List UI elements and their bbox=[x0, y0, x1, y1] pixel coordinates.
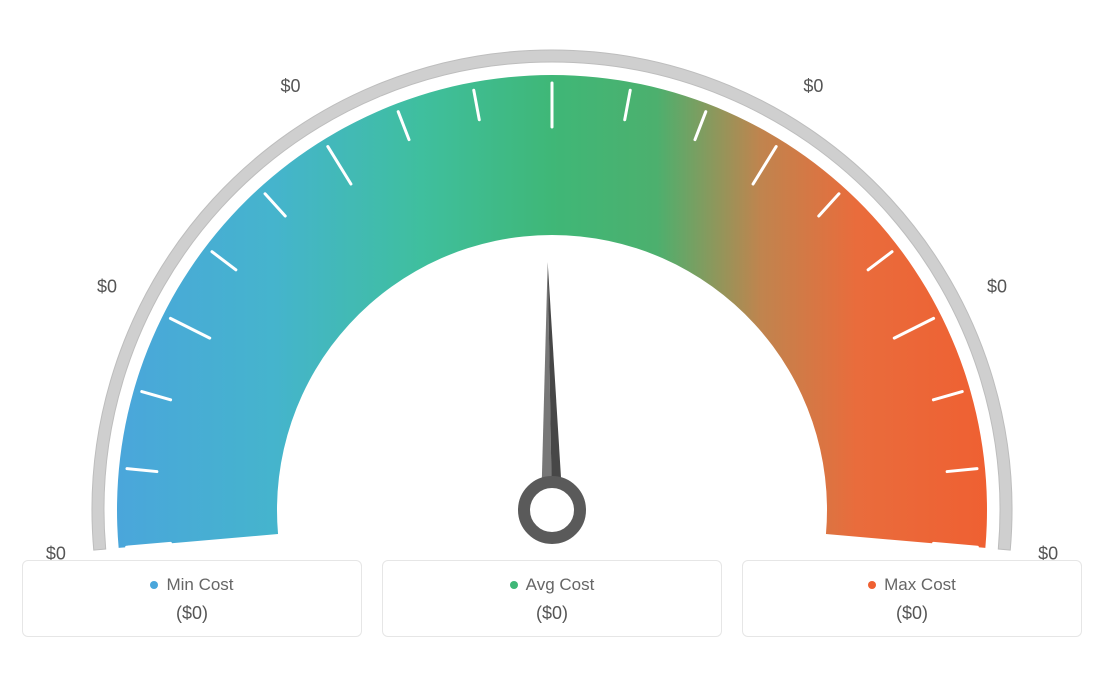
tick-label: $0 bbox=[1038, 543, 1058, 560]
legend-dot-min bbox=[150, 581, 158, 589]
legend-value-avg: ($0) bbox=[393, 603, 711, 624]
legend-dot-max bbox=[868, 581, 876, 589]
legend-label-avg: Avg Cost bbox=[526, 575, 595, 595]
tick-label: $0 bbox=[542, 20, 562, 22]
legend-title-max: Max Cost bbox=[868, 575, 956, 595]
legend-card-max: Max Cost ($0) bbox=[742, 560, 1082, 637]
tick-label: $0 bbox=[987, 276, 1007, 296]
needle-hub bbox=[524, 482, 580, 538]
gauge-svg: $0 $0 $0 $0 $0 $0 $0 bbox=[22, 20, 1082, 560]
tick-label: $0 bbox=[803, 76, 823, 96]
tick-label: $0 bbox=[281, 76, 301, 96]
legend-dot-avg bbox=[510, 581, 518, 589]
tick-label: $0 bbox=[46, 543, 66, 560]
legend-card-min: Min Cost ($0) bbox=[22, 560, 362, 637]
legend-label-max: Max Cost bbox=[884, 575, 956, 595]
legend-title-min: Min Cost bbox=[150, 575, 233, 595]
legend-row: Min Cost ($0) Avg Cost ($0) Max Cost ($0… bbox=[22, 560, 1082, 637]
tick-label: $0 bbox=[97, 276, 117, 296]
legend-value-max: ($0) bbox=[753, 603, 1071, 624]
legend-label-min: Min Cost bbox=[166, 575, 233, 595]
legend-card-avg: Avg Cost ($0) bbox=[382, 560, 722, 637]
cost-gauge-chart: $0 $0 $0 $0 $0 $0 $0 bbox=[22, 20, 1082, 560]
legend-value-min: ($0) bbox=[33, 603, 351, 624]
legend-title-avg: Avg Cost bbox=[510, 575, 595, 595]
